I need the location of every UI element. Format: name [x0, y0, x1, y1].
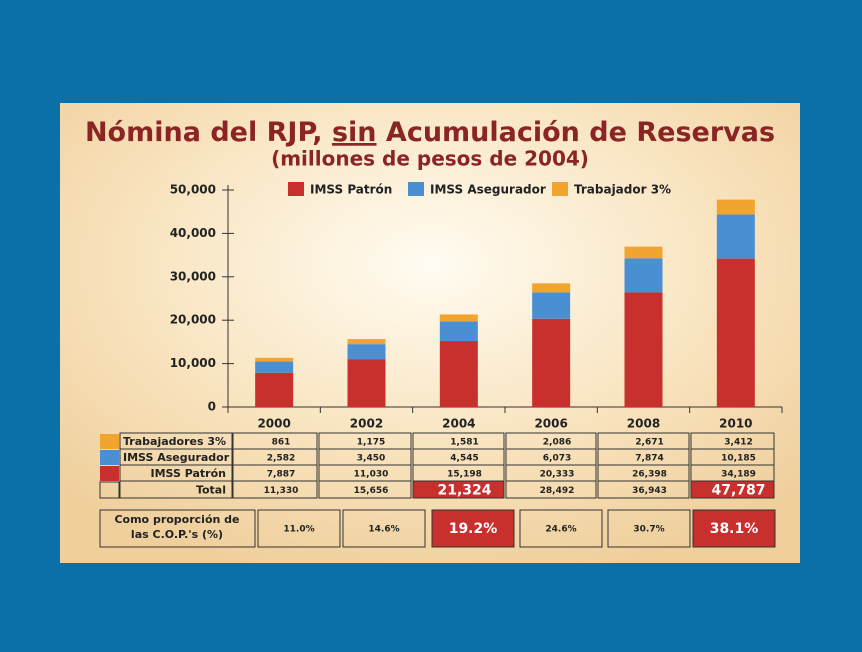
- cell-value: 15,198: [447, 470, 482, 480]
- cell-value: 47,787: [711, 483, 765, 499]
- x-tick-label: 2008: [627, 417, 660, 431]
- title-part: Nómina del RJP,: [85, 117, 323, 148]
- x-tick-label: 2010: [719, 417, 752, 431]
- cell: [342, 509, 426, 548]
- bar-segment: [439, 321, 478, 342]
- cell-value: 1,175: [357, 438, 385, 448]
- bar-segment: [439, 341, 478, 407]
- y-tick-label: 0: [208, 400, 216, 414]
- cell-value: 2,582: [267, 454, 295, 464]
- cell-value: 20,333: [540, 470, 575, 480]
- row-swatch: [100, 450, 119, 465]
- cell: [690, 480, 775, 499]
- proportion-value: 30.7%: [633, 525, 664, 535]
- bar-segment: [532, 292, 571, 319]
- y-tick-label: 40,000: [170, 226, 216, 240]
- cell-value: 7,874: [635, 454, 663, 464]
- proportion-value: 14.6%: [368, 525, 399, 535]
- proportion-label: Como proporción de: [114, 513, 239, 526]
- row-swatch: [99, 481, 120, 499]
- proportion-value: 24.6%: [545, 525, 576, 535]
- chart-title: Nómina del RJP, sin Acumulación de Reser…: [85, 117, 775, 148]
- cell: [597, 480, 690, 499]
- cell-value: 3,450: [357, 454, 385, 464]
- cell-value: 4,545: [450, 454, 478, 464]
- proportion-value: 38.1%: [710, 521, 759, 537]
- y-tick-label: 10,000: [170, 356, 216, 370]
- legend-swatch: [288, 182, 304, 196]
- bar-segment: [255, 357, 294, 362]
- cell-value: 11,030: [354, 470, 389, 480]
- cell: [99, 509, 256, 548]
- proportion-value: 19.2%: [449, 521, 498, 537]
- legend-label: IMSS Asegurador: [430, 183, 546, 197]
- cell-value: 7,887: [267, 470, 295, 480]
- bar-segment: [532, 283, 571, 293]
- cell: [431, 509, 515, 548]
- legend-swatch: [408, 182, 424, 196]
- cell: [607, 509, 691, 548]
- bar-segment: [716, 214, 755, 259]
- legend-swatch: [552, 182, 568, 196]
- title-part: Acumulación de Reservas: [386, 117, 775, 148]
- legend-label: IMSS Patrón: [310, 183, 392, 197]
- cell: [505, 480, 597, 499]
- cell-value: 861: [272, 438, 291, 448]
- bar-segment: [439, 314, 478, 322]
- cell: [232, 480, 318, 499]
- bar-segment: [716, 199, 755, 215]
- legend-label: Trabajador 3%: [574, 183, 671, 197]
- cell-value: 26,398: [632, 470, 667, 480]
- row-label: IMSS Patrón: [151, 467, 226, 480]
- bar-segment: [624, 258, 663, 293]
- bar-segment: [624, 246, 663, 259]
- cell: [692, 509, 776, 548]
- cell-value: 1,581: [450, 438, 478, 448]
- bar-segment: [255, 372, 294, 407]
- bar-segment: [347, 339, 386, 345]
- cell-value: 34,189: [721, 470, 756, 480]
- cell-value: 6,073: [543, 454, 571, 464]
- row-label: Total: [196, 484, 226, 497]
- proportion-value: 11.0%: [283, 525, 314, 535]
- x-tick-label: 2004: [442, 417, 475, 431]
- cell: [257, 509, 341, 548]
- cell-value: 2,671: [635, 438, 663, 448]
- cell-value: 36,943: [632, 486, 667, 496]
- x-tick-label: 2006: [534, 417, 567, 431]
- y-tick-label: 30,000: [170, 269, 216, 283]
- chart-subtitle: (millones de pesos de 2004): [271, 147, 589, 171]
- cell-value: 3,412: [724, 438, 752, 448]
- cell: [412, 480, 505, 499]
- row-swatch: [100, 434, 119, 449]
- bar-segment: [347, 359, 386, 407]
- cell-value: 21,324: [437, 483, 491, 499]
- cell-value: 10,185: [721, 454, 756, 464]
- bar-segment: [347, 344, 386, 360]
- y-tick-label: 20,000: [170, 313, 216, 327]
- proportion-label: las C.O.P.'s (%): [131, 528, 223, 541]
- row-label: IMSS Asegurador: [123, 451, 230, 464]
- x-tick-label: 2000: [257, 417, 290, 431]
- bar-segment: [716, 258, 755, 407]
- cell: [318, 480, 412, 499]
- cell: [519, 509, 603, 548]
- bar-segment: [532, 318, 571, 407]
- bar-segment: [624, 292, 663, 407]
- cell-value: 11,330: [264, 486, 299, 496]
- x-tick-label: 2002: [350, 417, 383, 431]
- title-underlined: sin: [332, 117, 377, 148]
- cell-value: 15,656: [354, 486, 389, 496]
- cell-value: 28,492: [540, 486, 575, 496]
- bar-segment: [255, 361, 294, 373]
- row-swatch: [100, 466, 119, 481]
- y-tick-label: 50,000: [170, 183, 216, 197]
- cell-value: 2,086: [543, 438, 571, 448]
- cell: [119, 480, 233, 499]
- row-label: Trabajadores 3%: [123, 435, 226, 448]
